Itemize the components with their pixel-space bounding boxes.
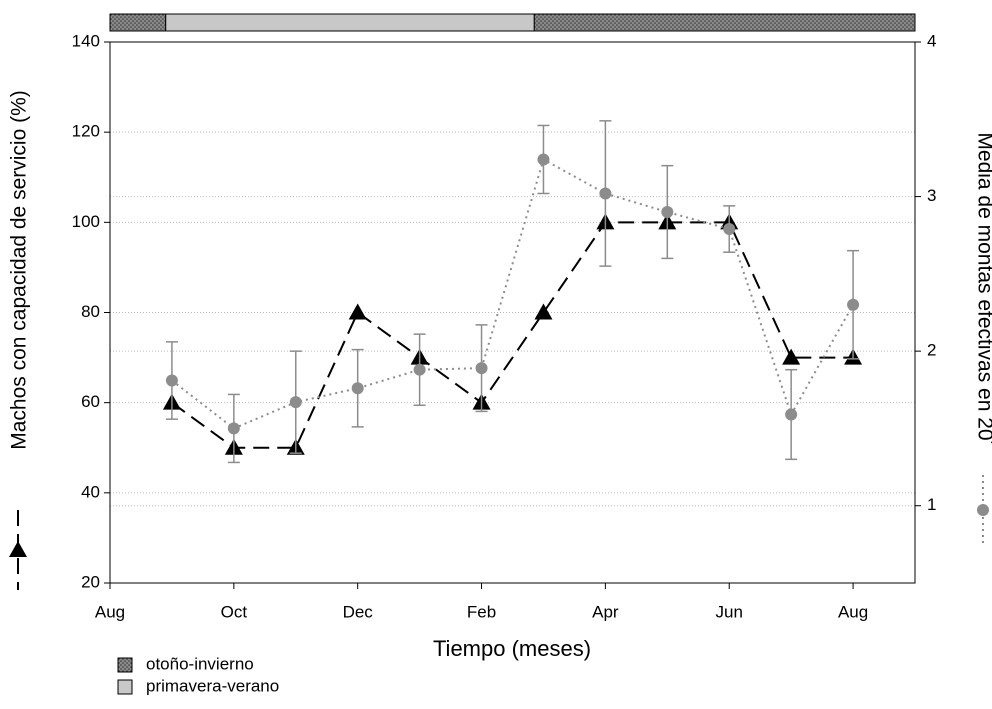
x-tick-label: Aug xyxy=(838,602,868,621)
y-tick-label: 20 xyxy=(81,572,100,591)
x-tick-label: Aug xyxy=(95,602,125,621)
point xyxy=(534,303,553,320)
y-tick-label: 80 xyxy=(81,302,100,321)
legend-label: primavera-verano xyxy=(146,676,279,695)
point xyxy=(475,362,488,375)
y-tick-label: 120 xyxy=(72,122,100,141)
season-span xyxy=(533,13,916,32)
point xyxy=(289,396,302,409)
point xyxy=(165,374,178,387)
legend-marker xyxy=(977,504,989,516)
y2-tick-label: 3 xyxy=(927,186,936,205)
point xyxy=(351,382,364,395)
x-tick-label: Apr xyxy=(592,602,619,621)
series-line xyxy=(171,221,854,449)
x-tick-label: Dec xyxy=(343,602,374,621)
y-tick-label: 100 xyxy=(72,212,100,231)
legend-marker xyxy=(9,541,27,557)
point xyxy=(847,298,860,311)
point xyxy=(599,187,612,200)
x-tick-label: Jun xyxy=(716,602,743,621)
point xyxy=(782,348,801,365)
x-axis-label: Tiempo (meses) xyxy=(433,636,591,661)
y2-axis-label: Media de montas efectivas en 20´ xyxy=(973,132,992,447)
point xyxy=(661,206,674,219)
point xyxy=(785,408,798,421)
y-tick-label: 60 xyxy=(81,392,100,411)
point xyxy=(227,422,240,435)
season-span xyxy=(165,13,535,32)
point xyxy=(348,303,367,320)
y2-tick-label: 1 xyxy=(927,495,936,514)
point xyxy=(723,223,736,236)
legend-swatch xyxy=(117,657,133,673)
point xyxy=(537,153,550,166)
season-span xyxy=(109,13,167,32)
legend-label: otoño-invierno xyxy=(146,654,254,673)
y-axis-label: Machos con capacidad de servicio (%) xyxy=(8,90,31,450)
x-tick-label: Feb xyxy=(467,602,496,621)
legend-swatch xyxy=(117,679,133,695)
y2-tick-label: 2 xyxy=(927,341,936,360)
point xyxy=(413,363,426,376)
y-tick-label: 40 xyxy=(81,482,100,501)
series-line xyxy=(171,158,854,430)
x-tick-label: Oct xyxy=(221,602,248,621)
y2-tick-label: 4 xyxy=(927,31,936,50)
y-tick-label: 140 xyxy=(72,31,100,50)
